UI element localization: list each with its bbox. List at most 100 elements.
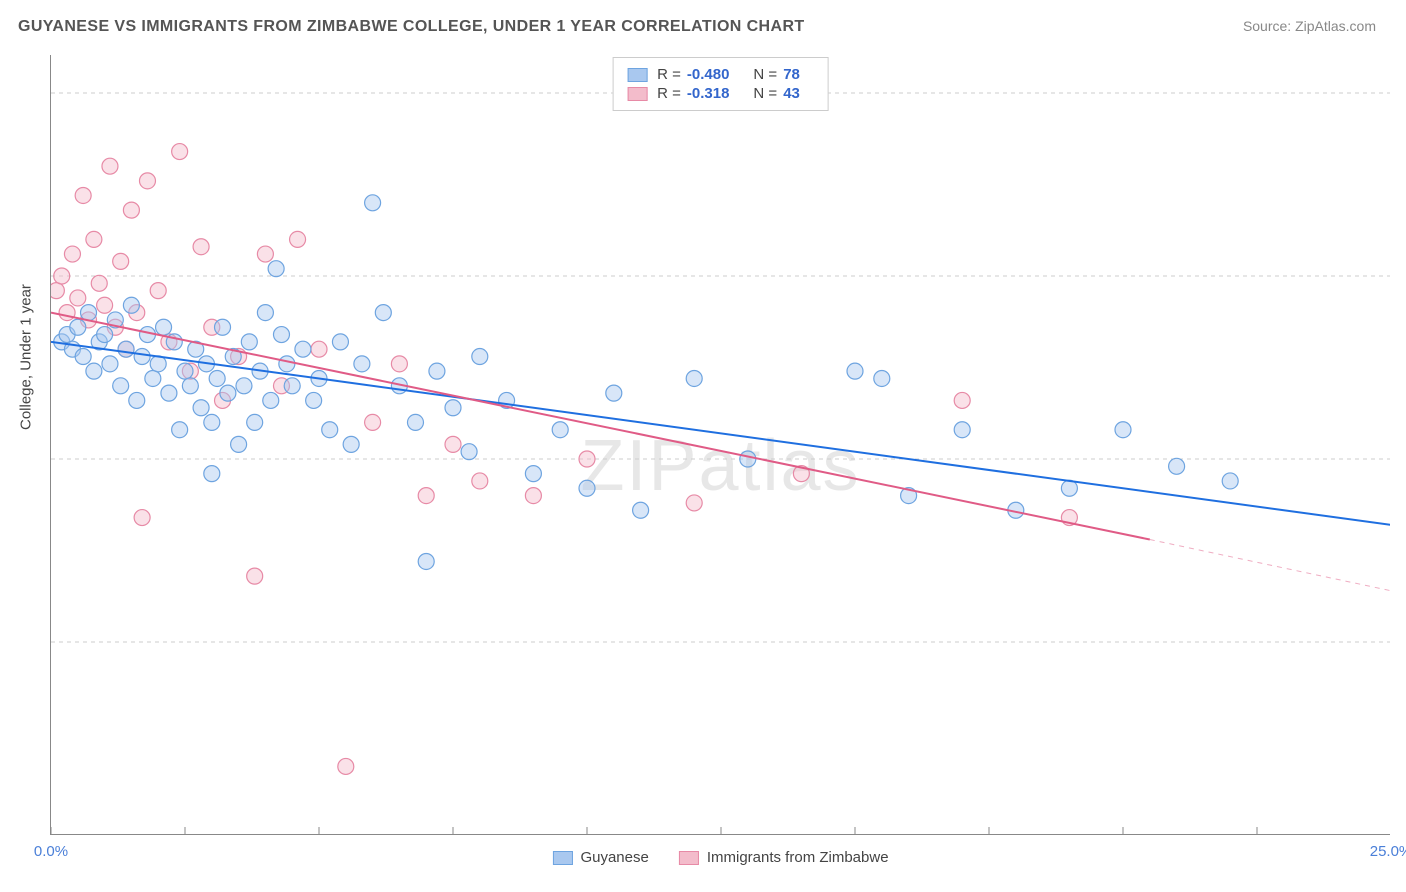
scatter-point [279,356,295,372]
scatter-point [429,363,445,379]
scatter-point [418,553,434,569]
scatter-point [156,319,172,335]
scatter-point [123,297,139,313]
r-value-1: -0.318 [687,85,730,102]
scatter-point [86,231,102,247]
scatter-point [1169,458,1185,474]
scatter-point [113,253,129,269]
scatter-point [332,334,348,350]
scatter-point [247,414,263,430]
r-label: R = [657,85,681,102]
legend-label-1: Immigrants from Zimbabwe [707,849,889,866]
scatter-point [338,758,354,774]
scatter-point [161,385,177,401]
r-label: R = [657,66,681,83]
scatter-point [874,370,890,386]
swatch-series-1 [627,87,647,101]
scatter-svg [51,55,1390,834]
scatter-point [365,195,381,211]
scatter-point [552,422,568,438]
scatter-point [231,436,247,452]
scatter-point [236,378,252,394]
scatter-point [418,488,434,504]
scatter-point [129,392,145,408]
chart-plot-area: ZIPatlas R = -0.480 N = 78 R = -0.318 N … [50,55,1390,835]
scatter-point [150,283,166,299]
scatter-point [847,363,863,379]
scatter-point [59,305,75,321]
scatter-point [172,144,188,160]
scatter-point [145,370,161,386]
scatter-point [954,422,970,438]
scatter-point [740,451,756,467]
scatter-point [284,378,300,394]
scatter-point [134,349,150,365]
scatter-point [118,341,134,357]
scatter-point [606,385,622,401]
scatter-point [204,414,220,430]
scatter-point [220,385,236,401]
scatter-point [102,356,118,372]
stats-legend-box: R = -0.480 N = 78 R = -0.318 N = 43 [612,57,829,111]
scatter-point [375,305,391,321]
scatter-point [75,349,91,365]
scatter-point [445,400,461,416]
source-label: Source: ZipAtlas.com [1243,18,1376,34]
scatter-point [134,510,150,526]
scatter-point [75,187,91,203]
scatter-point [54,268,70,284]
scatter-point [268,261,284,277]
scatter-point [295,341,311,357]
scatter-point [311,341,327,357]
scatter-point [445,436,461,452]
scatter-point [273,327,289,343]
scatter-point [1222,473,1238,489]
scatter-point [322,422,338,438]
scatter-point [139,173,155,189]
scatter-point [123,202,139,218]
scatter-point [51,283,64,299]
y-axis-title: College, Under 1 year [18,284,35,430]
scatter-point [177,363,193,379]
scatter-point [209,370,225,386]
legend-item-1: Immigrants from Zimbabwe [679,849,889,866]
legend-item-0: Guyanese [552,849,648,866]
x-tick-label: 0.0% [34,843,68,860]
n-value-1: 43 [783,85,800,102]
scatter-point [182,378,198,394]
r-value-0: -0.480 [687,66,730,83]
scatter-point [306,392,322,408]
scatter-point [241,334,257,350]
scatter-point [113,378,129,394]
scatter-point [391,356,407,372]
n-label: N = [753,85,777,102]
scatter-point [954,392,970,408]
scatter-point [1115,422,1131,438]
scatter-point [365,414,381,430]
scatter-point [579,451,595,467]
scatter-point [461,444,477,460]
scatter-point [97,297,113,313]
scatter-point [204,466,220,482]
chart-title: GUYANESE VS IMMIGRANTS FROM ZIMBABWE COL… [18,18,805,36]
scatter-point [172,422,188,438]
scatter-point [407,414,423,430]
scatter-point [290,231,306,247]
scatter-point [97,327,113,343]
scatter-point [525,488,541,504]
scatter-point [257,246,273,262]
scatter-point [472,349,488,365]
scatter-point [70,319,86,335]
scatter-point [686,495,702,511]
scatter-point [343,436,359,452]
stats-row-series-0: R = -0.480 N = 78 [627,66,814,83]
scatter-point [472,473,488,489]
swatch-series-0 [627,68,647,82]
scatter-point [686,370,702,386]
legend-swatch-1 [679,851,699,865]
scatter-point [86,363,102,379]
scatter-point [263,392,279,408]
n-label: N = [753,66,777,83]
scatter-point [91,275,107,291]
scatter-point [64,246,80,262]
